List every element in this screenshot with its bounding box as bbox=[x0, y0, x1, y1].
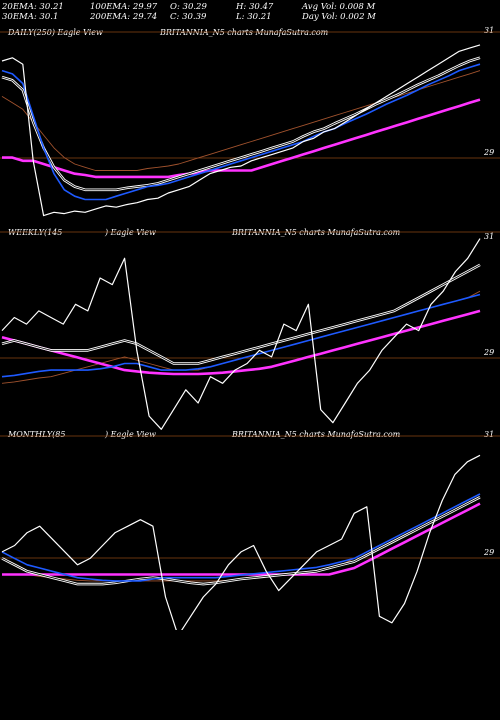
daily-price-line bbox=[1, 44, 481, 217]
daily-ema-brown-line bbox=[1, 70, 481, 171]
ema20-stat: 20EMA: 30.21 bbox=[2, 2, 64, 12]
monthly-chart bbox=[0, 435, 500, 630]
weekly-ema-white-line-core bbox=[1, 264, 481, 364]
monthly-price-line bbox=[1, 454, 481, 630]
monthly-ema-white-line-core bbox=[1, 496, 481, 585]
weekly-ema-blue-line bbox=[1, 293, 481, 378]
open-stat: O: 30.29 bbox=[170, 2, 207, 12]
monthly-label: MONTHLY(85 bbox=[8, 430, 66, 439]
weekly-top-tick: 31 bbox=[484, 232, 495, 241]
daily-top-tick: 31 bbox=[484, 26, 495, 35]
monthly-mid-tick: 29 bbox=[484, 548, 495, 557]
monthly-ema-magenta-line bbox=[2, 502, 481, 576]
daily-ema-magenta-line bbox=[2, 98, 481, 179]
ema100-stat: 100EMA: 29.97 bbox=[90, 2, 158, 12]
weekly-price-line bbox=[1, 238, 481, 430]
daily-ema-white-line-core bbox=[1, 57, 481, 191]
weekly-title: BRITANNIA_N5 charts MunafaSutra.com bbox=[232, 228, 401, 237]
daily-mid-tick: 29 bbox=[484, 148, 495, 157]
monthly-ema-blue-line bbox=[1, 493, 481, 582]
avgvol-stat: Avg Vol: 0.008 M bbox=[302, 2, 376, 12]
monthly-label-suffix: ) Eagle View bbox=[105, 430, 157, 439]
monthly-title: BRITANNIA_N5 charts MunafaSutra.com bbox=[232, 430, 401, 439]
monthly-ema-brown-line bbox=[2, 493, 481, 582]
close-stat: C: 30.39 bbox=[170, 12, 207, 22]
daily-ema-blue-line bbox=[1, 63, 481, 201]
weekly-label-suffix: ) Eagle View bbox=[105, 228, 157, 237]
low-stat: L: 30.21 bbox=[236, 12, 272, 22]
dayvol-stat: Day Vol: 0.002 M bbox=[302, 12, 376, 22]
daily-title: BRITANNIA_N5 charts MunafaSutra.com bbox=[160, 28, 329, 37]
header-stats: 20EMA: 30.21 100EMA: 29.97 O: 30.29 H: 3… bbox=[2, 2, 498, 24]
high-stat: H: 30.47 bbox=[236, 2, 274, 12]
daily-panel: DAILY(250) Eagle View BRITANNIA_N5 chart… bbox=[0, 26, 500, 226]
daily-label: DAILY(250) Eagle View bbox=[8, 28, 103, 37]
weekly-ema-magenta-line bbox=[1, 309, 481, 376]
monthly-top-tick: 31 bbox=[484, 430, 495, 439]
weekly-label: WEEKLY(145 bbox=[8, 228, 63, 237]
daily-chart bbox=[0, 31, 500, 217]
ema200-stat: 200EMA: 29.74 bbox=[90, 12, 158, 22]
ema30-stat: 30EMA: 30.1 bbox=[2, 12, 59, 22]
weekly-panel: WEEKLY(145 ) Eagle View BRITANNIA_N5 cha… bbox=[0, 226, 500, 430]
weekly-mid-tick: 29 bbox=[484, 348, 495, 357]
weekly-chart bbox=[0, 231, 500, 430]
monthly-panel: MONTHLY(85 ) Eagle View BRITANNIA_N5 cha… bbox=[0, 430, 500, 630]
